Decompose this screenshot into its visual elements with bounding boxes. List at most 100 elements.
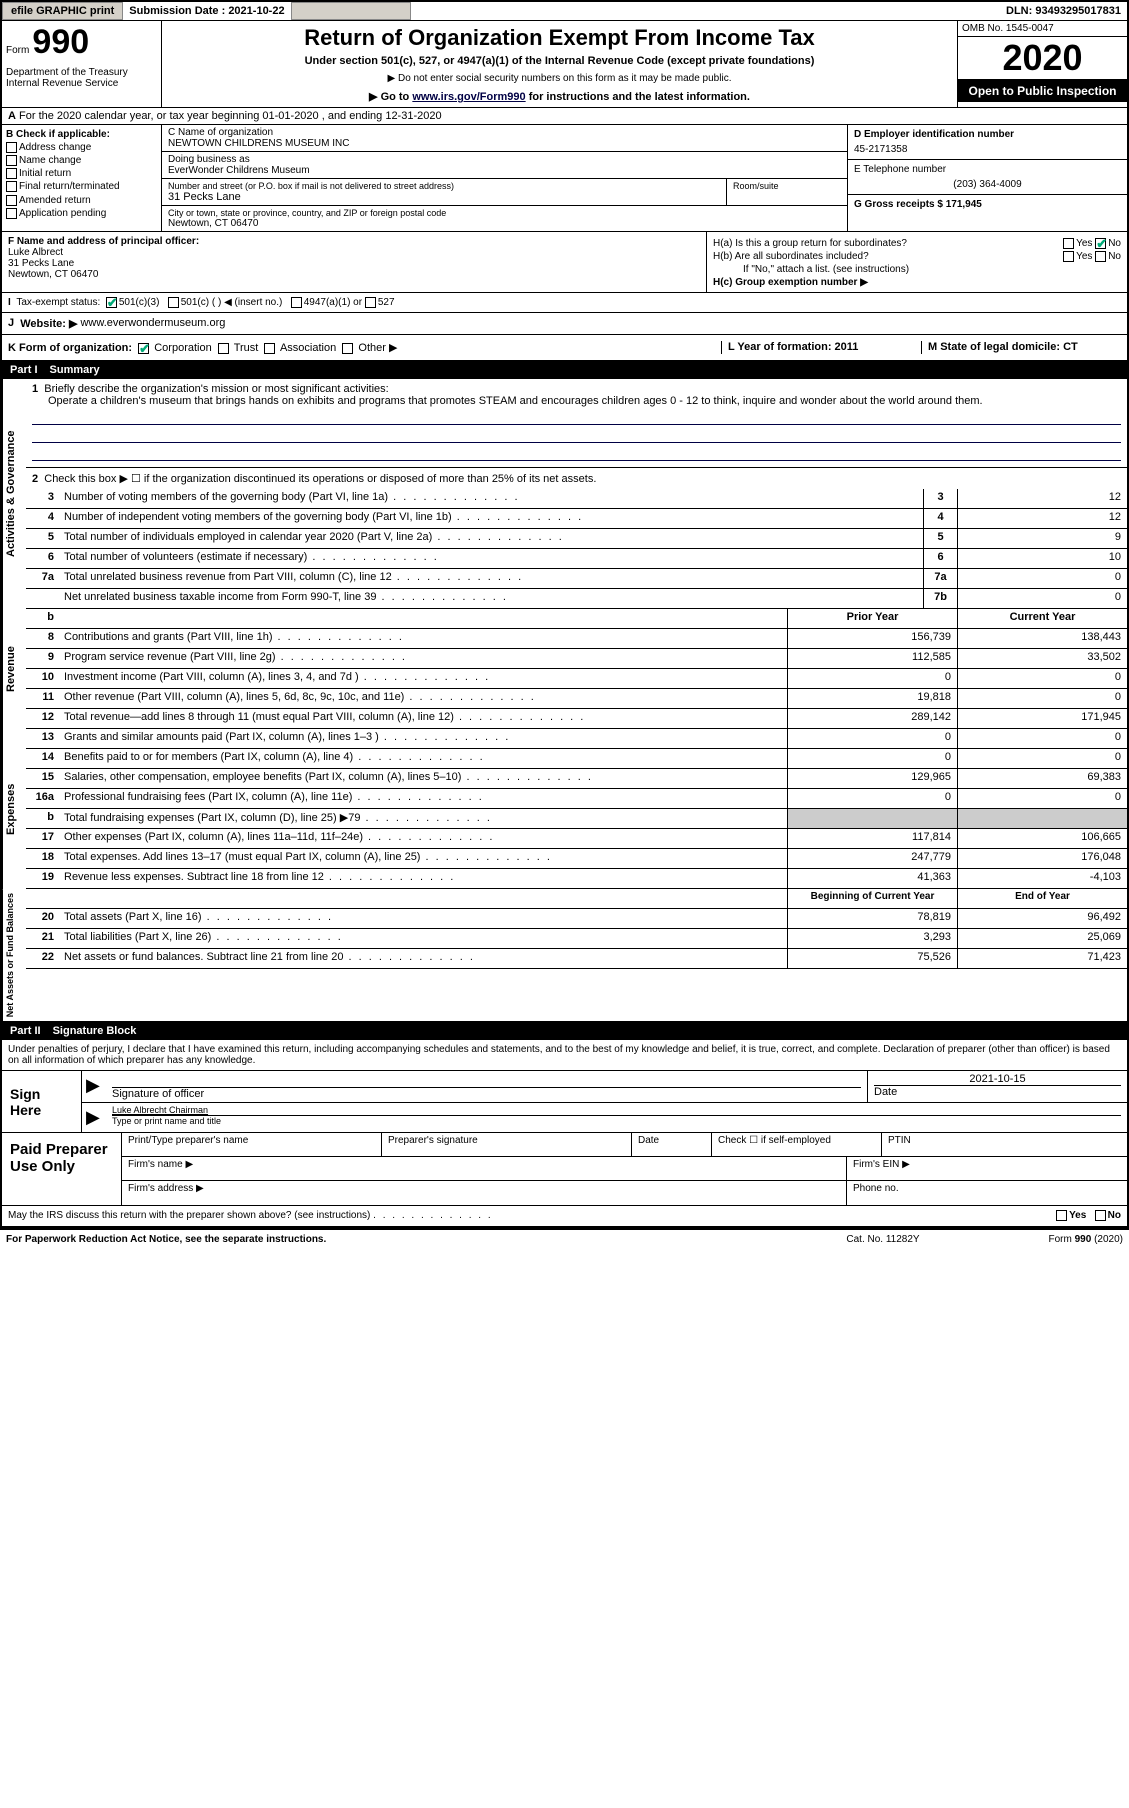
irs-link[interactable]: www.irs.gov/Form990 bbox=[412, 91, 525, 103]
prior-val: 3,293 bbox=[787, 929, 957, 948]
expenses-section: Expenses 13 Grants and similar amounts p… bbox=[2, 729, 1127, 889]
hb-row: H(b) Are all subordinates included? Yes … bbox=[713, 251, 1121, 262]
dba-row: Doing business as EverWonder Childrens M… bbox=[162, 152, 847, 179]
current-val: 71,423 bbox=[957, 949, 1127, 968]
city-row: City or town, state or province, country… bbox=[162, 206, 847, 231]
paid-preparer-label: Paid Preparer Use Only bbox=[2, 1133, 122, 1205]
row-num: b bbox=[26, 809, 60, 828]
hb-no[interactable] bbox=[1095, 251, 1106, 262]
preparer-block: Paid Preparer Use Only Print/Type prepar… bbox=[2, 1133, 1127, 1206]
declaration-text: Under penalties of perjury, I declare th… bbox=[2, 1040, 1127, 1070]
note-link: ▶ Go to www.irs.gov/Form990 for instruct… bbox=[166, 90, 953, 103]
cb-amended-return[interactable]: Amended return bbox=[6, 195, 157, 206]
col-b: B Check if applicable: Address change Na… bbox=[2, 125, 162, 231]
dln: DLN: 93493295017831 bbox=[1000, 3, 1127, 19]
current-val: 69,383 bbox=[957, 769, 1127, 788]
cb-final-return[interactable]: Final return/terminated bbox=[6, 181, 157, 192]
cb-assoc[interactable] bbox=[264, 343, 275, 354]
cb-address-change[interactable]: Address change bbox=[6, 142, 157, 153]
prior-val: 0 bbox=[787, 669, 957, 688]
header-mid: Return of Organization Exempt From Incom… bbox=[162, 21, 957, 107]
cb-trust[interactable] bbox=[218, 343, 229, 354]
hb-yes[interactable] bbox=[1063, 251, 1074, 262]
cb-name-change[interactable]: Name change bbox=[6, 155, 157, 166]
row-num: 13 bbox=[26, 729, 60, 748]
form-ref: Form 990 (2020) bbox=[963, 1234, 1123, 1245]
firm-name-label: Firm's name ▶ bbox=[122, 1157, 847, 1180]
row-num: 11 bbox=[26, 689, 60, 708]
ha-no[interactable] bbox=[1095, 238, 1106, 249]
sig-date-label: Date bbox=[874, 1085, 1121, 1098]
cb-527[interactable] bbox=[365, 297, 376, 308]
prior-val: 19,818 bbox=[787, 689, 957, 708]
discuss-yes[interactable] bbox=[1056, 1210, 1067, 1221]
begin-year-hdr: Beginning of Current Year bbox=[787, 889, 957, 908]
current-val: 33,502 bbox=[957, 649, 1127, 668]
summary-row: 16a Professional fundraising fees (Part … bbox=[26, 789, 1127, 809]
dba-value: EverWonder Childrens Museum bbox=[168, 165, 841, 176]
row-text: Net assets or fund balances. Subtract li… bbox=[60, 949, 787, 968]
efile-print-button[interactable]: efile GRAPHIC print bbox=[2, 2, 123, 20]
row-num: 4 bbox=[26, 509, 60, 528]
prior-year-hdr: Prior Year bbox=[787, 609, 957, 628]
row-box: 7a bbox=[923, 569, 957, 588]
cat-number: Cat. No. 11282Y bbox=[803, 1234, 963, 1245]
prior-val: 0 bbox=[787, 789, 957, 808]
cb-501c3[interactable] bbox=[106, 297, 117, 308]
note-ssn: ▶ Do not enter social security numbers o… bbox=[166, 73, 953, 84]
prep-row1: Print/Type preparer's name Preparer's si… bbox=[122, 1133, 1127, 1157]
city-label: City or town, state or province, country… bbox=[168, 208, 841, 218]
org-name-label: C Name of organization bbox=[168, 127, 841, 138]
prep-check-label: Check ☐ if self-employed bbox=[712, 1133, 882, 1156]
current-val: -4,103 bbox=[957, 869, 1127, 888]
row-num: 10 bbox=[26, 669, 60, 688]
row-text: Net unrelated business taxable income fr… bbox=[60, 589, 923, 608]
open-inspection: Open to Public Inspection bbox=[958, 80, 1127, 102]
summary-row: 22 Net assets or fund balances. Subtract… bbox=[26, 949, 1127, 969]
l-year: L Year of formation: 2011 bbox=[728, 341, 858, 353]
row-val: 0 bbox=[957, 569, 1127, 588]
submission-blank-button[interactable] bbox=[291, 2, 411, 20]
col-c: C Name of organization NEWTOWN CHILDRENS… bbox=[162, 125, 847, 231]
end-year-hdr: End of Year bbox=[957, 889, 1127, 908]
row-num: 5 bbox=[26, 529, 60, 548]
sig-officer-row: ▶ Signature of officer 2021-10-15Date bbox=[82, 1071, 1127, 1103]
row-text: Number of voting members of the governin… bbox=[60, 489, 923, 508]
note2-post: for instructions and the latest informat… bbox=[526, 91, 750, 103]
row-text: Benefits paid to or for members (Part IX… bbox=[60, 749, 787, 768]
col-h: H(a) Is this a group return for subordin… bbox=[707, 232, 1127, 292]
hb-note: If "No," attach a list. (see instruction… bbox=[713, 264, 1121, 275]
cb-application-pending[interactable]: Application pending bbox=[6, 208, 157, 219]
current-val: 106,665 bbox=[957, 829, 1127, 848]
b-label: B Check if applicable: bbox=[6, 129, 157, 140]
prep-name-label: Print/Type preparer's name bbox=[122, 1133, 382, 1156]
discuss-no[interactable] bbox=[1095, 1210, 1106, 1221]
summary-row: Net unrelated business taxable income fr… bbox=[26, 589, 1127, 609]
summary-row: 12 Total revenue—add lines 8 through 11 … bbox=[26, 709, 1127, 729]
rev-header-row: b Prior Year Current Year bbox=[26, 609, 1127, 629]
row-num: 6 bbox=[26, 549, 60, 568]
ha-yes[interactable] bbox=[1063, 238, 1074, 249]
row-text: Revenue less expenses. Subtract line 18 … bbox=[60, 869, 787, 888]
m-state: M State of legal domicile: CT bbox=[928, 341, 1078, 353]
row-box: 4 bbox=[923, 509, 957, 528]
row-num: 19 bbox=[26, 869, 60, 888]
row-num: 15 bbox=[26, 769, 60, 788]
form-label: Form bbox=[6, 45, 29, 56]
q2-row: 2 Check this box ▶ ☐ if the organization… bbox=[26, 468, 1127, 489]
cb-501c[interactable] bbox=[168, 297, 179, 308]
cb-initial-return[interactable]: Initial return bbox=[6, 168, 157, 179]
cb-corp[interactable] bbox=[138, 343, 149, 354]
row-i: I Tax-exempt status: 501(c)(3) 501(c) ( … bbox=[2, 293, 1127, 313]
sig-date: 2021-10-15 bbox=[874, 1073, 1121, 1085]
cb-4947[interactable] bbox=[291, 297, 302, 308]
summary-row: 6 Total number of volunteers (estimate i… bbox=[26, 549, 1127, 569]
summary-row: 9 Program service revenue (Part VIII, li… bbox=[26, 649, 1127, 669]
k-left: K Form of organization: Corporation Trus… bbox=[8, 341, 721, 354]
row-text: Number of independent voting members of … bbox=[60, 509, 923, 528]
current-val: 0 bbox=[957, 749, 1127, 768]
k-label: K Form of organization: bbox=[8, 342, 132, 354]
prior-val: 0 bbox=[787, 749, 957, 768]
prior-val: 156,739 bbox=[787, 629, 957, 648]
cb-other[interactable] bbox=[342, 343, 353, 354]
